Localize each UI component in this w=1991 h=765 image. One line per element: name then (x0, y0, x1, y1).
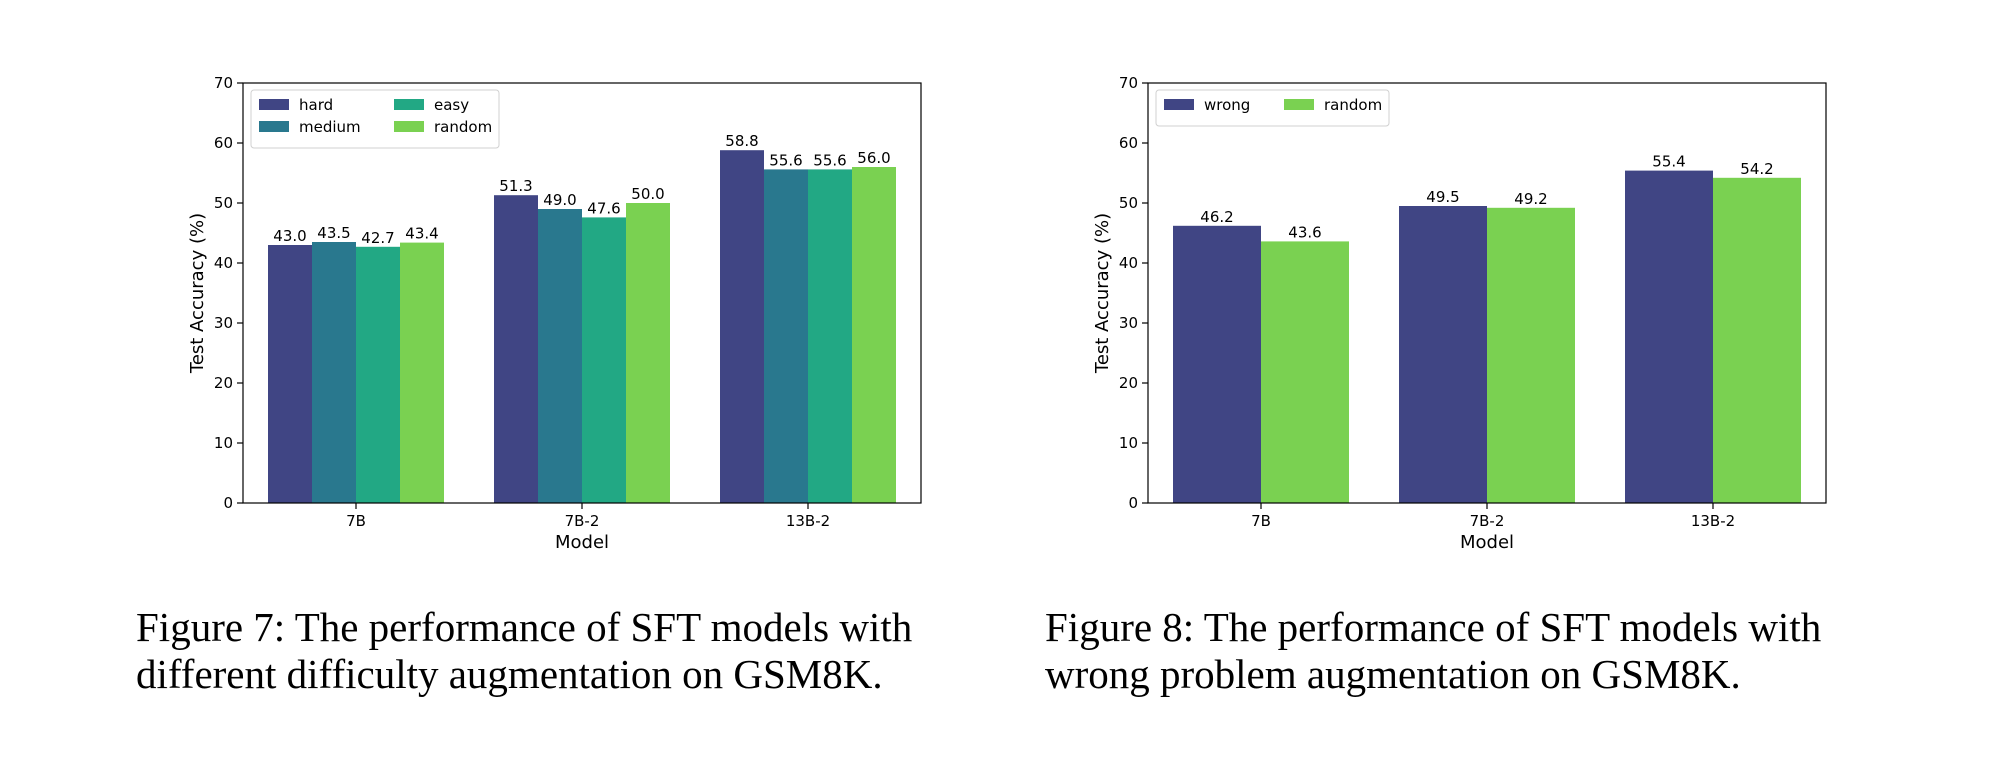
bar-wrong-7b-2 (1399, 206, 1487, 503)
figure-8-caption: Figure 8: The performance of SFT models … (1045, 604, 1821, 698)
bar-medium-7b (312, 242, 356, 503)
chart-figure-7: 43.0 51.3 58.8 43.5 49.0 55.6 42.7 47.6 55.6 43.4… (187, 74, 922, 553)
figure-8-caption-line-1: Figure 8: The performance of SFT models … (1045, 604, 1822, 650)
y-tick-label: 30 (1119, 314, 1138, 332)
bar-easy-7b-2 (582, 217, 626, 503)
figure-8: 46.2 49.5 55.4 43.6 49.2 54.2 0 10 20 30 40 50 60 70 7… (1000, 0, 1991, 765)
bar-random-13b-2 (1713, 177, 1801, 504)
legend-swatch-random (394, 121, 424, 132)
bar-value-label: 43.0 (273, 227, 306, 245)
bar-value-label: 50.0 (631, 185, 664, 203)
bar-wrong-13b-2 (1625, 170, 1713, 503)
bar-random-13b-2 (852, 167, 896, 503)
legend-label-wrong: wrong (1204, 96, 1250, 114)
y-tick-label: 70 (214, 74, 233, 92)
bar-medium-7b-2 (538, 209, 582, 503)
legend-label-medium: medium (299, 118, 361, 136)
legend-swatch-wrong (1164, 99, 1194, 110)
legend-swatch-random (1284, 99, 1314, 110)
y-tick-label: 20 (1119, 374, 1138, 392)
bar-value-label: 49.0 (543, 191, 576, 209)
legend-box (1155, 89, 1390, 127)
legend: hard medium easy random (250, 89, 500, 149)
bar-value-label: 42.7 (361, 229, 394, 247)
legend-swatch-easy (394, 99, 424, 110)
y-tick-label: 70 (1119, 74, 1138, 92)
legend-box (250, 89, 500, 149)
x-tick-label: 13B-2 (1691, 512, 1735, 530)
y-tick-label: 60 (214, 134, 233, 152)
y-tick-label: 40 (214, 254, 233, 272)
bar-hard-7b-2 (494, 195, 538, 503)
bar-random-7b-2 (1487, 207, 1575, 504)
y-tick-label: 50 (214, 194, 233, 212)
figure-7-caption: Figure 7: The performance of SFT models … (136, 604, 912, 698)
bar-value-label: 43.4 (405, 225, 438, 243)
y-tick-label: 10 (1119, 434, 1138, 452)
x-tick-label: 7B-2 (565, 512, 600, 530)
bar-value-label: 47.6 (587, 199, 620, 217)
bar-value-label: 54.2 (1740, 160, 1773, 178)
legend-swatch-medium (259, 121, 289, 132)
bar-medium-13b-2 (764, 169, 808, 503)
bar-value-label: 55.6 (813, 151, 846, 169)
y-axis-label: Test Accuracy (%) (187, 213, 208, 374)
x-axis-label: Model (1460, 532, 1514, 553)
legend-label-random: random (1324, 96, 1382, 114)
bar-easy-13b-2 (808, 169, 852, 503)
bar-value-label: 49.2 (1514, 190, 1547, 208)
bar-value-label: 55.4 (1652, 153, 1685, 171)
y-tick-label: 20 (214, 374, 233, 392)
y-tick-label: 0 (223, 494, 233, 512)
figure-7: 43.0 51.3 58.8 43.5 49.0 55.6 42.7 47.6 55.6 43.4… (136, 74, 922, 698)
bar-value-label: 43.5 (317, 224, 350, 242)
y-tick-label: 60 (1119, 134, 1138, 152)
bar-value-label: 55.6 (769, 151, 802, 169)
y-tick-label: 0 (1128, 494, 1138, 512)
bar-easy-7b (356, 246, 400, 504)
figure-7-caption-line-1: Figure 7: The performance of SFT models … (136, 604, 913, 650)
y-tick-label: 30 (214, 314, 233, 332)
bar-value-label: 58.8 (725, 132, 758, 150)
x-tick-label: 7B (1251, 512, 1271, 530)
bar-hard-13b-2 (720, 150, 764, 503)
bar-random-7b (1261, 241, 1349, 503)
x-tick-label: 13B-2 (786, 512, 830, 530)
y-tick-label: 50 (1119, 194, 1138, 212)
bar-value-label: 43.6 (1288, 223, 1321, 241)
legend-label-hard: hard (299, 96, 333, 114)
x-tick-label: 7B (346, 512, 366, 530)
bar-value-label: 46.2 (1200, 208, 1233, 226)
bar-value-label: 56.0 (857, 149, 890, 167)
bar-random-7b-2 (626, 203, 670, 503)
x-axis-label: Model (555, 532, 609, 553)
bar-random-7b (400, 242, 444, 503)
figure-8-caption-line-2: wrong problem augmentation on GSM8K. (1045, 651, 1741, 697)
legend-swatch-hard (259, 99, 289, 110)
x-tick-label: 7B-2 (1470, 512, 1505, 530)
legend: wrong random (1155, 89, 1390, 127)
bar-wrong-7b (1173, 225, 1261, 504)
y-axis-label: Test Accuracy (%) (1092, 213, 1113, 374)
figure-7-caption-line-2: different difficulty augmentation on GSM… (136, 651, 883, 697)
bar-value-label: 51.3 (499, 177, 532, 195)
legend-label-easy: easy (434, 96, 469, 114)
y-tick-label: 10 (214, 434, 233, 452)
chart-figure-8: 46.2 49.5 55.4 43.6 49.2 54.2 0 10 20 30 40 50 60 70 7… (1092, 74, 1827, 553)
legend-label-random: random (434, 118, 492, 136)
y-tick-label: 40 (1119, 254, 1138, 272)
bar-value-label: 49.5 (1426, 188, 1459, 206)
bar-hard-7b (268, 245, 312, 503)
